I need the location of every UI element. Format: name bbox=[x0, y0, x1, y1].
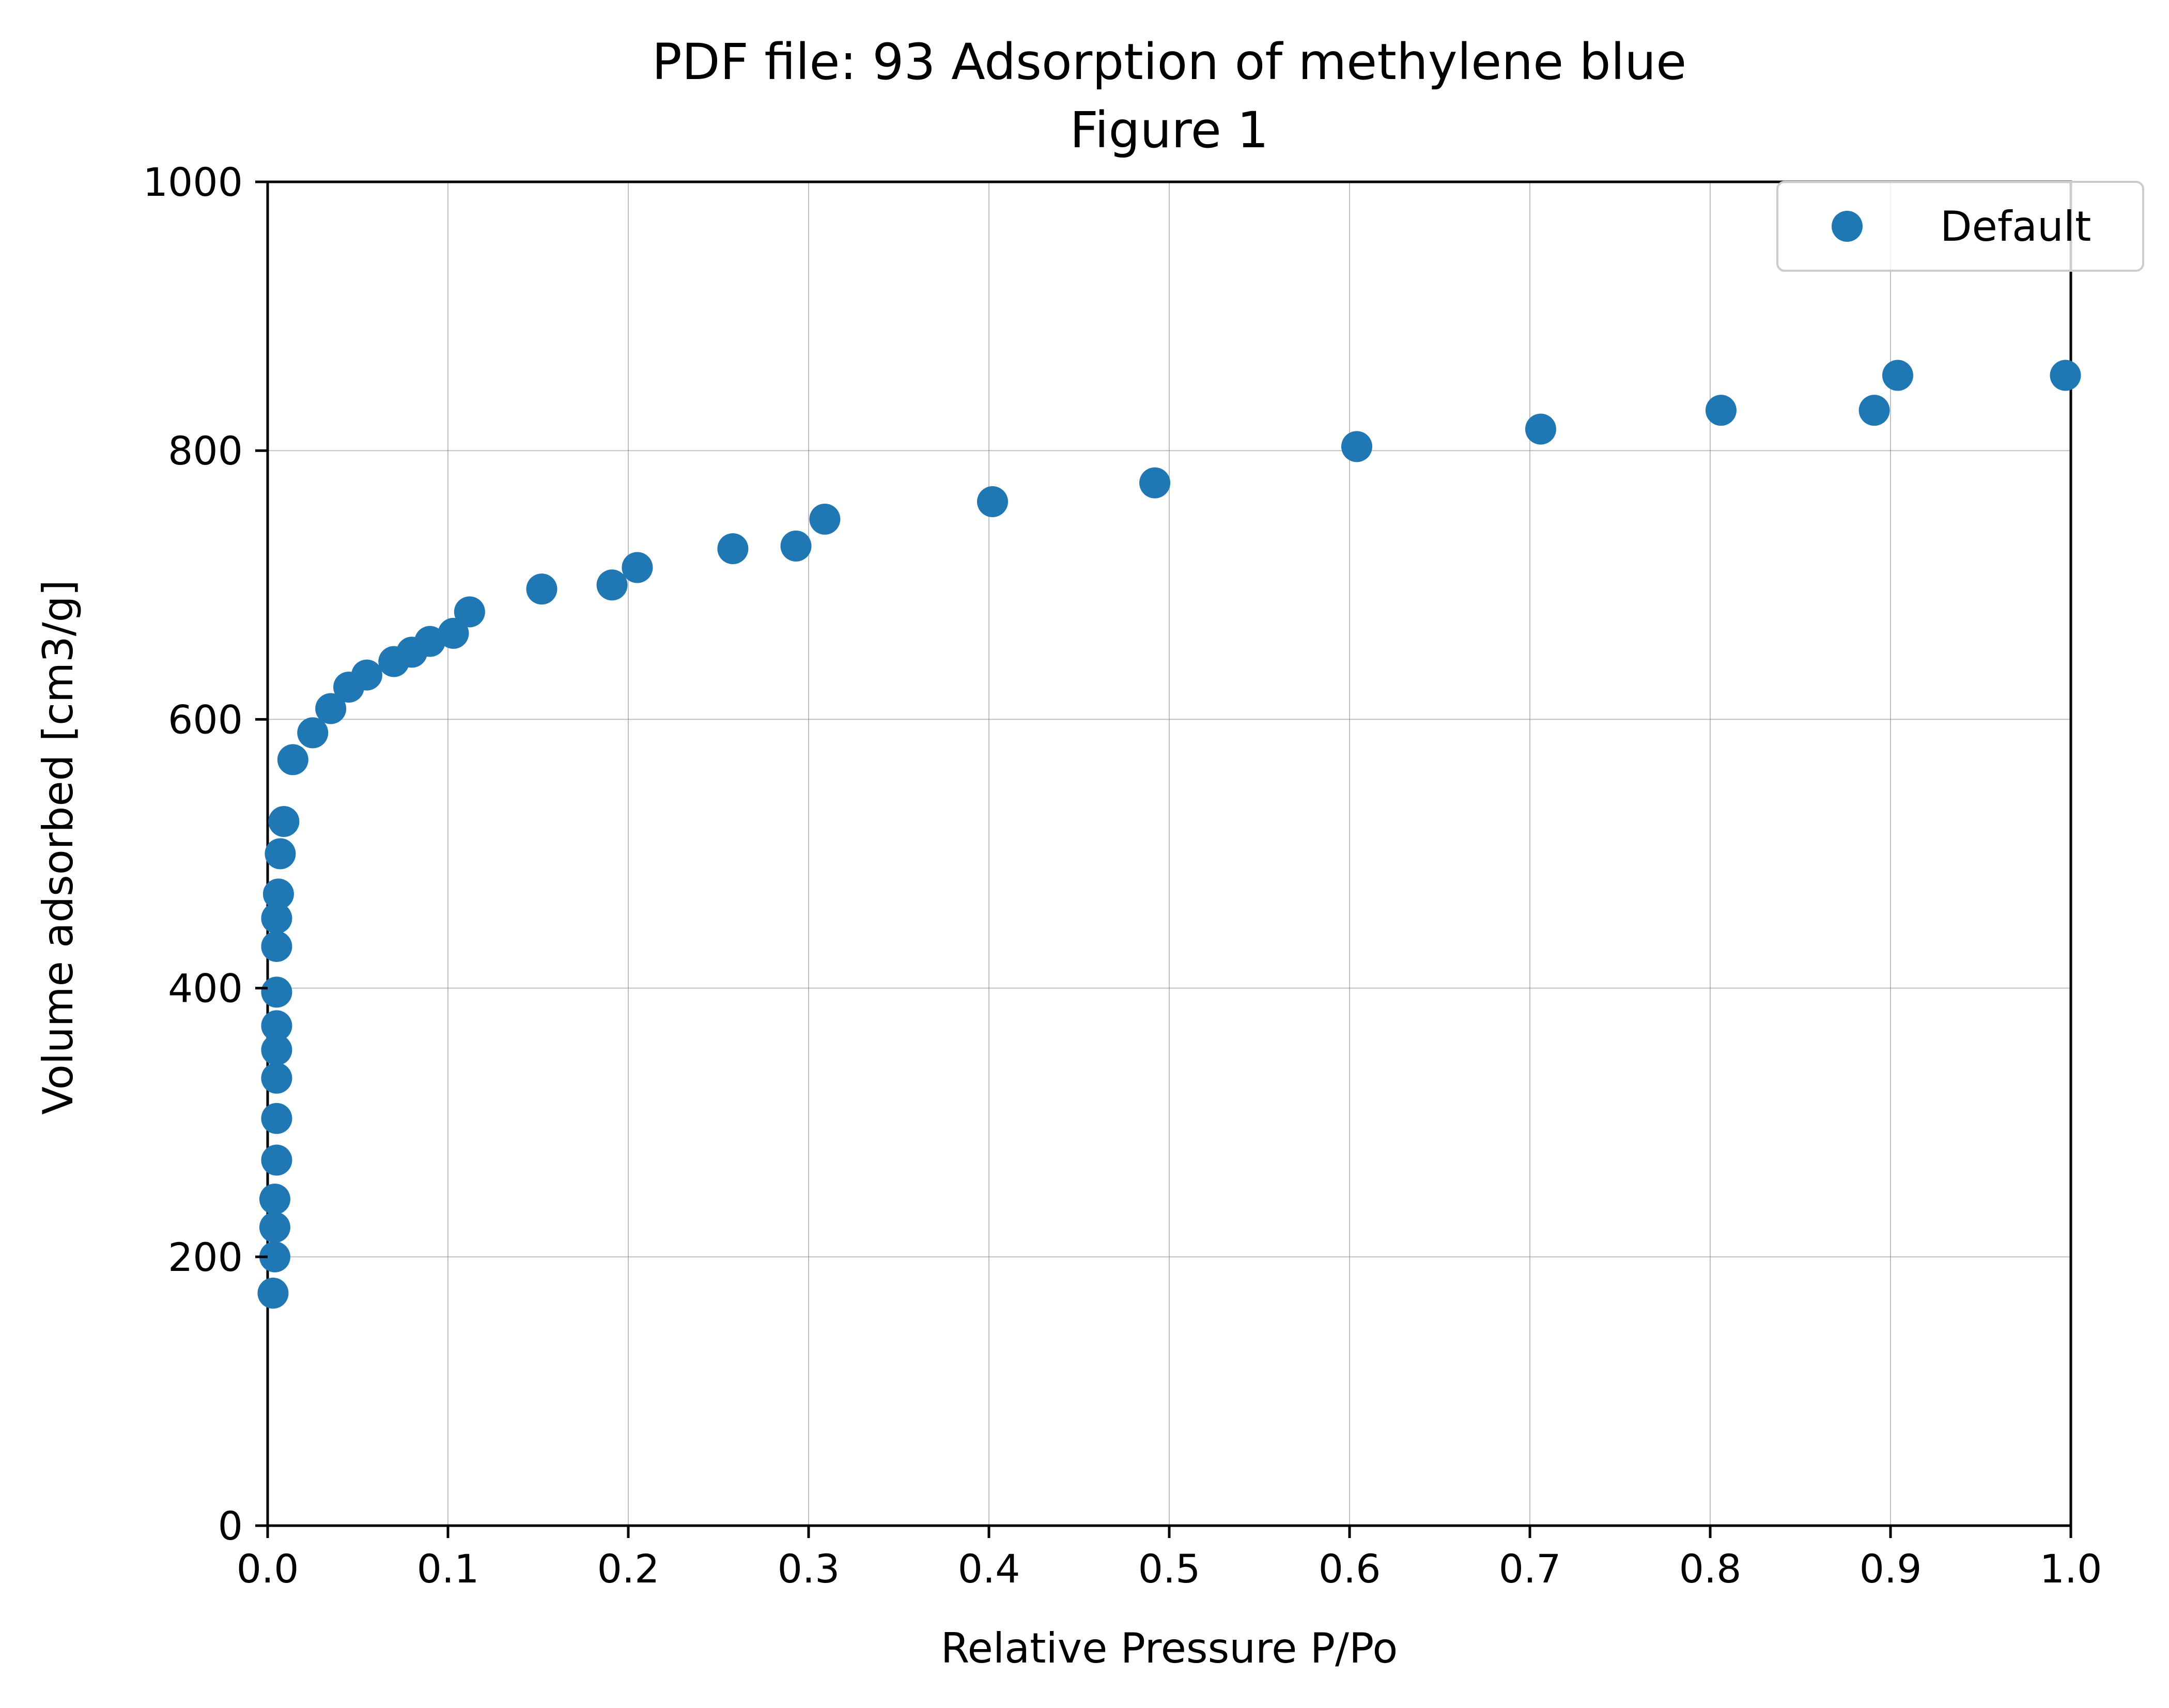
x-tick-label: 0.5 bbox=[1138, 1546, 1201, 1592]
data-points bbox=[257, 360, 2081, 1309]
data-point bbox=[268, 806, 300, 837]
data-point bbox=[1705, 395, 1737, 426]
data-point bbox=[261, 930, 292, 962]
data-point bbox=[438, 617, 469, 649]
data-point bbox=[622, 552, 653, 583]
data-point bbox=[809, 503, 841, 535]
data-point bbox=[262, 878, 294, 910]
x-tick-label: 0.3 bbox=[778, 1546, 840, 1592]
data-point bbox=[351, 659, 382, 691]
y-tick-label: 1000 bbox=[143, 159, 243, 205]
data-point bbox=[780, 530, 812, 562]
data-point bbox=[414, 626, 446, 657]
data-point bbox=[297, 717, 329, 749]
legend-marker bbox=[1832, 211, 1863, 242]
chart-title: PDF file: 93 Adsorption of methylene blu… bbox=[652, 33, 1686, 91]
data-point bbox=[1139, 467, 1171, 499]
data-point bbox=[257, 1278, 289, 1309]
data-point bbox=[454, 596, 485, 628]
data-point bbox=[277, 744, 308, 775]
data-point bbox=[1525, 413, 1556, 445]
data-point bbox=[2050, 360, 2081, 391]
x-tick-label: 0.4 bbox=[958, 1546, 1020, 1592]
data-point bbox=[261, 1144, 292, 1176]
data-point bbox=[526, 573, 557, 605]
data-point bbox=[596, 569, 628, 601]
data-point bbox=[265, 838, 296, 869]
x-tick-label: 0.0 bbox=[237, 1546, 299, 1592]
data-point bbox=[315, 693, 347, 724]
x-tick-label: 0.9 bbox=[1860, 1546, 1922, 1592]
y-tick-label: 800 bbox=[168, 428, 243, 474]
data-point bbox=[261, 1062, 292, 1094]
data-point bbox=[261, 903, 292, 934]
y-tick-label: 200 bbox=[168, 1234, 243, 1280]
legend-box bbox=[1776, 181, 2144, 272]
data-point bbox=[977, 486, 1008, 518]
legend: Default bbox=[1776, 181, 2144, 272]
x-tick-label: 0.6 bbox=[1319, 1546, 1381, 1592]
x-axis-label: Relative Pressure P/Po bbox=[941, 1624, 1398, 1672]
x-tick-label: 0.1 bbox=[417, 1546, 479, 1592]
x-tick-label: 0.8 bbox=[1679, 1546, 1742, 1592]
y-tick-label: 400 bbox=[168, 966, 243, 1012]
data-point bbox=[259, 1212, 290, 1243]
legend-label: Default bbox=[1940, 203, 2091, 251]
data-point bbox=[1858, 395, 1890, 426]
data-point bbox=[261, 1010, 292, 1042]
data-point bbox=[261, 1103, 292, 1134]
x-tick-label: 0.7 bbox=[1499, 1546, 1561, 1592]
data-point bbox=[261, 976, 292, 1008]
chart-subtitle: Figure 1 bbox=[1070, 101, 1269, 159]
tick-marks bbox=[255, 180, 2072, 1538]
x-tick-label: 1.0 bbox=[2040, 1546, 2102, 1592]
data-point bbox=[1341, 431, 1372, 462]
data-point bbox=[261, 1034, 292, 1066]
data-point bbox=[259, 1183, 290, 1215]
data-point bbox=[1882, 360, 1913, 391]
data-point bbox=[717, 533, 749, 565]
y-tick-label: 0 bbox=[218, 1503, 243, 1549]
y-axis-label: Volume adsorbed [cm3/g] bbox=[34, 580, 82, 1114]
data-point bbox=[259, 1241, 290, 1272]
y-tick-label: 600 bbox=[168, 696, 243, 742]
x-tick-label: 0.2 bbox=[597, 1546, 660, 1592]
